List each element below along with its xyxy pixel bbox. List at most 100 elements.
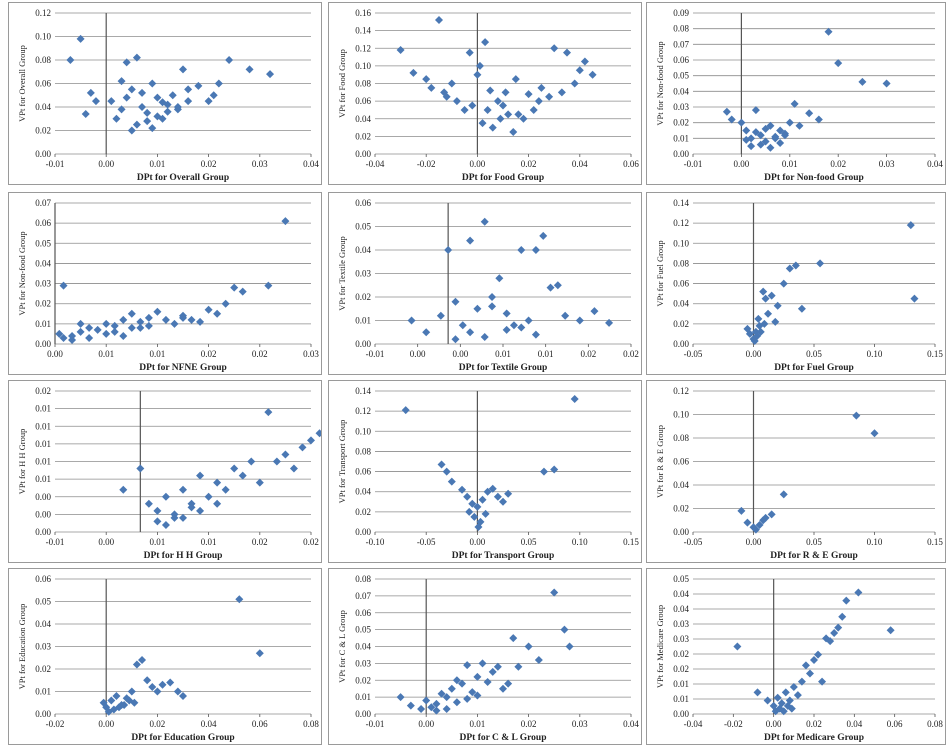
- y-tick-label: 0.00: [673, 709, 689, 719]
- y-tick-label: 0.12: [355, 43, 371, 53]
- x-tick-label: 0.02: [303, 537, 319, 547]
- data-point: [148, 124, 157, 133]
- data-point: [509, 321, 518, 330]
- data-point: [747, 142, 756, 151]
- y-tick-label: 0.06: [355, 96, 371, 106]
- data-point: [565, 642, 574, 651]
- y-tick-label: 0.03: [35, 642, 51, 652]
- data-point: [473, 672, 482, 681]
- data-point: [104, 707, 113, 716]
- x-tick-label: 0.08: [303, 719, 319, 729]
- y-axis-label: VPt for Overall Group: [17, 45, 27, 122]
- y-tick-label: 0.06: [673, 457, 689, 467]
- chart-panel-3: 0.00 0.01 0.02 0.03 0.04 0.05 0.06 0.07 0.08 0.09…: [646, 2, 946, 185]
- data-point: [509, 634, 518, 643]
- data-point: [882, 79, 891, 88]
- data-point: [755, 520, 764, 529]
- data-point: [143, 117, 152, 126]
- y-tick-label: 0.04: [35, 619, 51, 629]
- data-point: [170, 319, 179, 328]
- x-tick-label: 0.01: [782, 159, 798, 169]
- data-point: [499, 101, 507, 110]
- x-tick-label: 0.05: [806, 349, 822, 359]
- data-point: [187, 503, 196, 512]
- data-point: [722, 107, 731, 116]
- data-point: [107, 696, 116, 705]
- data-point: [173, 103, 182, 111]
- data-point: [143, 676, 152, 685]
- data-point: [743, 518, 752, 527]
- data-point: [563, 48, 571, 57]
- data-point: [138, 88, 147, 97]
- data-point: [473, 70, 482, 79]
- data-point: [493, 492, 502, 501]
- data-point: [545, 92, 554, 101]
- data-point: [588, 70, 597, 79]
- data-point: [842, 596, 851, 605]
- data-point: [93, 325, 102, 334]
- data-point: [266, 70, 275, 79]
- data-point: [531, 330, 540, 339]
- data-point: [458, 679, 467, 688]
- y-tick-label: 0.12: [355, 406, 371, 416]
- data-point: [745, 329, 754, 338]
- x-tick-label: 0.01: [538, 349, 554, 359]
- data-point: [204, 492, 213, 501]
- data-point: [785, 118, 794, 127]
- data-point: [743, 324, 752, 333]
- x-tick-label: 0.00: [47, 349, 63, 359]
- data-point: [468, 688, 477, 697]
- data-point: [168, 91, 177, 100]
- y-tick-label: 0.12: [673, 218, 689, 228]
- data-point: [759, 287, 768, 296]
- x-tick-label: -0.05: [417, 537, 436, 547]
- data-point: [76, 319, 85, 328]
- data-point: [517, 246, 526, 254]
- data-point: [463, 492, 472, 501]
- data-point: [539, 467, 548, 476]
- x-tick-label: 0.00: [470, 159, 486, 169]
- data-point: [170, 510, 179, 519]
- y-tick-label: 0.01: [673, 133, 689, 143]
- scatter-svg: 0.00 0.01 0.02 0.03 0.04 0.05 0.06 0.07 0.08 -0.0…: [337, 574, 639, 743]
- x-tick-label: 0.01: [150, 537, 166, 547]
- x-tick-label: 0.02: [806, 719, 822, 729]
- data-point: [315, 429, 321, 438]
- data-point: [519, 114, 528, 123]
- data-point: [478, 659, 487, 668]
- data-point: [756, 140, 765, 149]
- y-tick-label: 0.02: [355, 507, 371, 517]
- data-point: [112, 692, 121, 700]
- x-tick-label: 0.02: [830, 159, 846, 169]
- x-tick-label: 0.01: [150, 349, 166, 359]
- x-tick-label: 0.00: [766, 719, 782, 729]
- data-point: [570, 79, 579, 88]
- x-axis-label: DPt for Transport Group: [452, 551, 554, 561]
- data-point: [158, 98, 167, 107]
- data-point: [255, 478, 264, 487]
- chart-panel-10: 0.00 0.01 0.02 0.03 0.04 0.05 0.06 -0.02 0.00 0.0…: [8, 568, 322, 745]
- data-point: [91, 97, 100, 106]
- data-point: [173, 687, 182, 696]
- data-point: [225, 56, 234, 64]
- x-tick-label: 0.00: [418, 719, 434, 729]
- data-point: [213, 309, 222, 318]
- y-tick-label: 0.06: [673, 55, 689, 65]
- data-point: [214, 79, 223, 88]
- data-point: [132, 660, 141, 669]
- y-tick-label: 0.12: [35, 8, 51, 18]
- data-point: [478, 495, 487, 504]
- data-point: [814, 115, 823, 124]
- y-tick-label: 0.00: [35, 709, 51, 719]
- x-axis-label: DPt for NFNE Group: [139, 363, 227, 373]
- y-tick-label: 0.00: [355, 527, 371, 537]
- data-point: [870, 429, 879, 438]
- data-point: [771, 317, 780, 326]
- data-point: [737, 506, 746, 515]
- y-tick-label: 0.01: [355, 316, 371, 326]
- data-point: [422, 328, 431, 337]
- data-point: [127, 323, 136, 332]
- scatter-svg: 0.000.020.040.060.080.100.120.14-0.05 0.0…: [655, 198, 943, 373]
- y-tick-label: 0.03: [355, 269, 371, 279]
- data-point: [184, 97, 193, 106]
